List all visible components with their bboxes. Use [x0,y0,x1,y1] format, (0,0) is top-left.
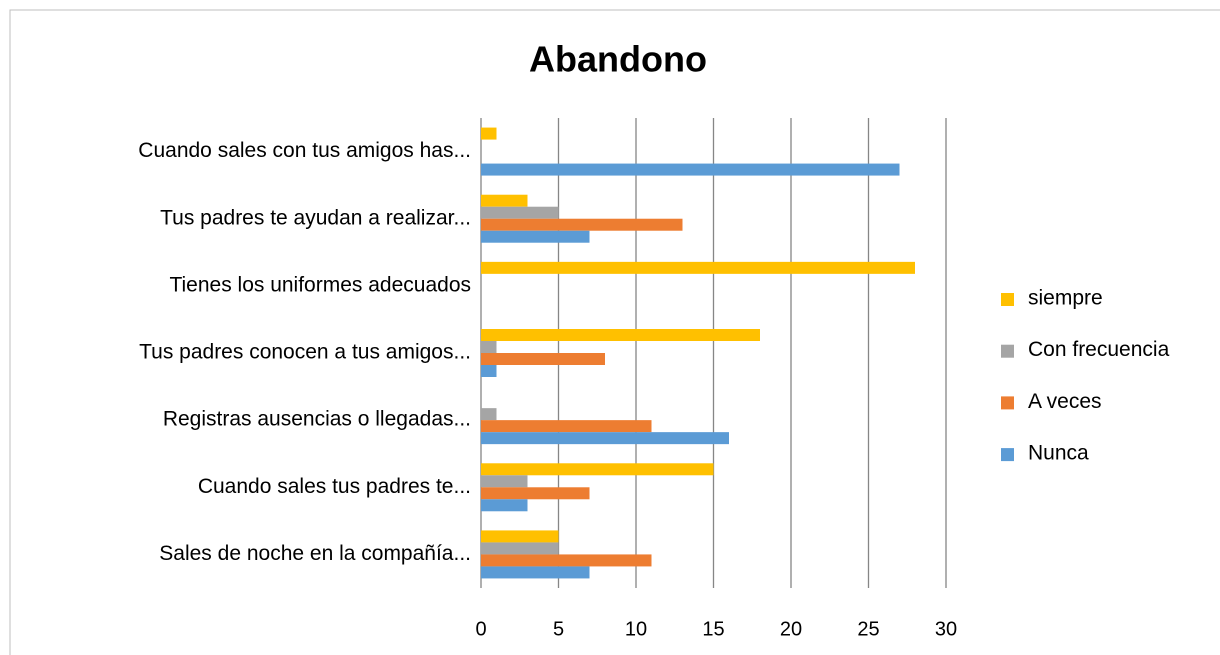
bar [481,218,683,231]
bar [481,487,590,500]
bar [481,432,729,445]
bar [481,566,590,579]
y-tick-label: Registras ausencias o llegadas... [163,408,471,431]
chart-title: Abandono [529,39,707,80]
bar [481,542,559,555]
bar [481,554,652,567]
legend-label: Nunca [1028,442,1089,465]
legend-swatch [1001,396,1014,410]
bar [481,329,760,341]
y-tick-label: Cuando sales con tus amigos has... [138,139,471,162]
bar [481,530,559,543]
y-tick-label: Tienes los uniformes adecuados [169,273,471,296]
legend-swatch [1001,344,1014,358]
legend-label: siempre [1028,287,1103,310]
y-tick-label: Tus padres te ayudan a realizar... [160,206,471,229]
x-tick-label: 25 [857,618,879,640]
bar [481,206,559,219]
bar [481,127,497,140]
bar [481,420,652,433]
bar [481,194,528,207]
legend-swatch [1001,448,1014,462]
bar [481,163,900,176]
x-tick-label: 20 [780,618,802,640]
bar [481,408,497,421]
x-tick-label: 30 [935,618,957,640]
bar [481,365,497,377]
x-tick-label: 10 [625,618,647,640]
y-tick-label: Sales de noche en la compañía... [159,542,471,565]
legend-label: Con frecuencia [1028,338,1170,361]
bar [481,230,590,243]
bar [481,341,497,353]
legend-label: A veces [1028,390,1102,413]
bar [481,261,915,274]
bar [481,463,714,476]
x-tick-label: 5 [553,618,564,640]
bar [481,499,528,512]
bar [481,475,528,488]
y-tick-label: Tus padres conocen a tus amigos... [139,341,471,364]
legend-swatch [1001,293,1014,306]
x-tick-label: 0 [475,618,486,640]
y-tick-label: Cuando sales tus padres te... [198,475,471,498]
bar [481,353,605,365]
x-tick-label: 15 [702,618,724,640]
